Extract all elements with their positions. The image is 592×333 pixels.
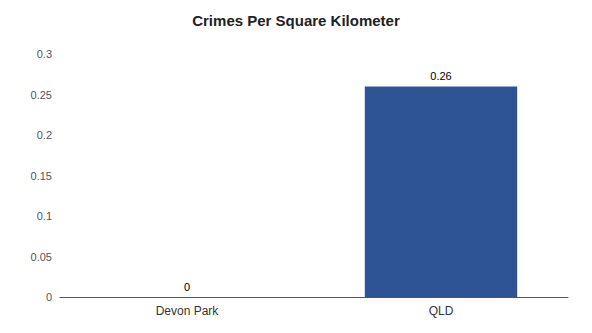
svg-text:Devon Park: Devon Park	[156, 304, 220, 318]
svg-text:Crimes Per Square Kilometer: Crimes Per Square Kilometer	[192, 12, 400, 29]
svg-text:0.2: 0.2	[37, 129, 52, 141]
svg-text:0.25: 0.25	[31, 89, 52, 101]
svg-text:0.3: 0.3	[37, 48, 52, 60]
svg-text:0: 0	[46, 291, 52, 303]
svg-text:0.05: 0.05	[31, 251, 52, 263]
svg-text:0.15: 0.15	[31, 170, 52, 182]
svg-text:0: 0	[184, 281, 190, 293]
svg-text:QLD: QLD	[429, 304, 454, 318]
svg-text:0.1: 0.1	[37, 210, 52, 222]
svg-text:0.26: 0.26	[430, 70, 451, 82]
